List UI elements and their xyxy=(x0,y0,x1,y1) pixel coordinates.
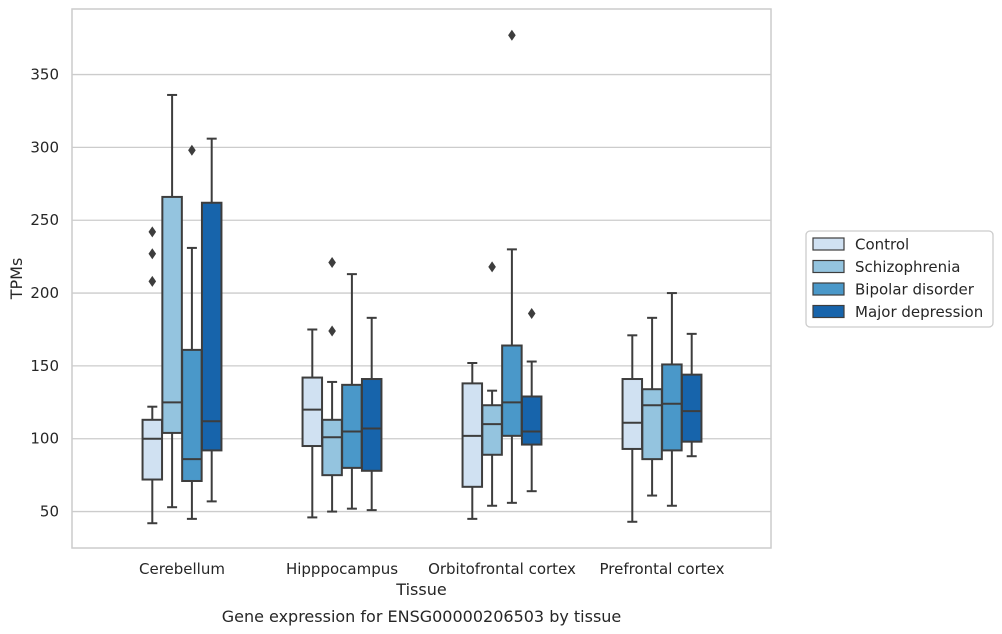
x-tick-label: Hipppocampus xyxy=(286,560,398,578)
box-body xyxy=(501,344,523,437)
box-body xyxy=(481,404,503,456)
legend-label: Major depression xyxy=(855,303,983,321)
outlier-point xyxy=(328,256,336,268)
box xyxy=(501,29,523,504)
outlier-point xyxy=(508,29,516,41)
y-tick-label: 250 xyxy=(30,211,59,229)
x-tick-label: Cerebellum xyxy=(139,560,225,578)
y-axis-label: TPMs xyxy=(7,258,26,301)
box-body xyxy=(301,376,324,448)
y-tick-label: 100 xyxy=(30,430,59,448)
outlier-point xyxy=(148,226,157,238)
box-body xyxy=(661,363,683,452)
box xyxy=(181,144,203,520)
legend-label: Control xyxy=(855,236,909,254)
box-body xyxy=(621,378,644,450)
series-schizophrenia xyxy=(161,93,663,513)
box xyxy=(301,328,324,519)
x-axis-label: Tissue xyxy=(395,580,446,599)
box-body xyxy=(680,373,703,443)
box-body xyxy=(321,418,343,477)
box xyxy=(360,316,383,512)
box xyxy=(161,93,183,509)
y-tick-label: 300 xyxy=(30,138,59,156)
series-major-depression xyxy=(200,137,703,512)
box-body xyxy=(141,418,164,481)
legend-swatch xyxy=(812,237,845,251)
x-tick-labels: Cerebellum Hipppocampus Orbitofrontal cort… xyxy=(139,560,725,578)
box xyxy=(641,316,663,497)
outlier-point xyxy=(148,275,157,287)
box xyxy=(520,307,543,493)
outlier-point xyxy=(148,248,157,260)
legend-label: Bipolar disorder xyxy=(855,281,975,299)
legend-swatch xyxy=(812,259,845,274)
y-tick-label: 200 xyxy=(30,284,59,302)
series-bipolar-disorder xyxy=(181,29,683,520)
y-tick-label: 50 xyxy=(40,503,59,521)
outlier-point xyxy=(488,261,496,273)
legend: Control Schizophrenia Bipolar disorder Majo… xyxy=(805,230,994,328)
outlier-point xyxy=(527,307,536,319)
y-tick-labels: 50 100 150 200 250 300 350 xyxy=(30,66,59,521)
box-body xyxy=(360,378,383,472)
x-tick-label: Orbitofrontal cortex xyxy=(428,560,576,578)
box-body xyxy=(181,348,203,482)
box-body xyxy=(520,395,543,446)
legend-swatch xyxy=(812,304,845,319)
outlier-point xyxy=(188,144,196,156)
legend-frame xyxy=(805,230,994,328)
x-tick-label: Prefrontal cortex xyxy=(600,560,725,578)
plot-frame xyxy=(71,8,772,549)
box-body xyxy=(341,383,363,469)
box xyxy=(200,137,223,503)
box xyxy=(461,361,484,520)
box xyxy=(141,226,164,525)
series-control xyxy=(141,226,644,525)
box-body xyxy=(200,201,223,452)
box xyxy=(680,332,703,458)
box xyxy=(321,256,343,513)
box xyxy=(481,261,503,507)
legend-swatch xyxy=(812,282,845,296)
outlier-point xyxy=(328,325,336,337)
legend-label: Schizophrenia xyxy=(855,258,960,276)
box-body xyxy=(641,388,663,461)
y-tick-label: 350 xyxy=(30,66,59,84)
chart-title: Gene expression for ENSG00000206503 by t… xyxy=(222,607,622,626)
box-body xyxy=(161,195,183,434)
y-tick-label: 150 xyxy=(30,357,59,375)
box xyxy=(621,334,644,523)
